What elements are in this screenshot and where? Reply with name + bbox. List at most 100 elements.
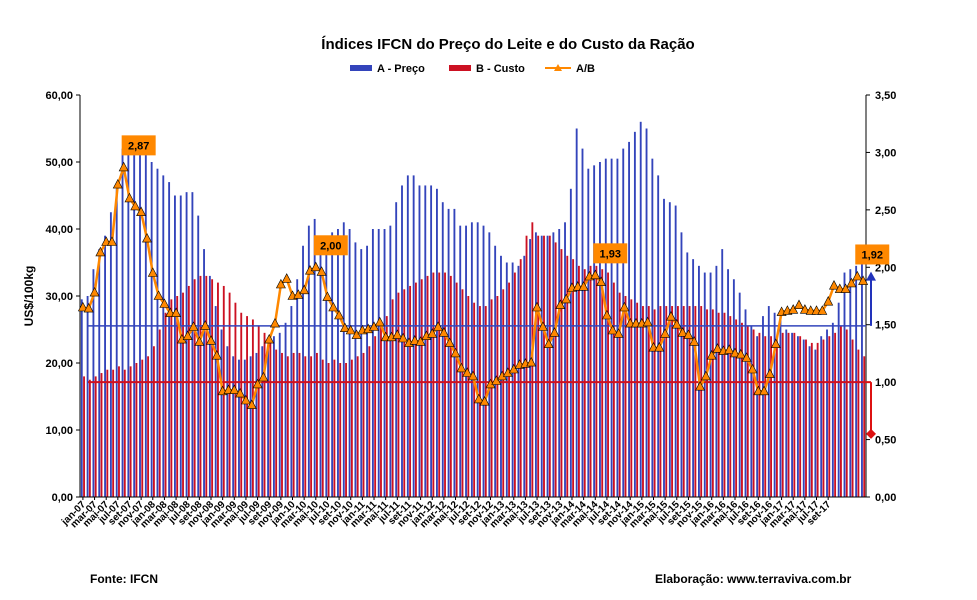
bar-price bbox=[232, 356, 235, 497]
bar-price bbox=[226, 346, 229, 497]
ratio-point bbox=[677, 327, 688, 337]
y-left-tick-label: 50,00 bbox=[45, 157, 73, 169]
y-right-tick-label: 1,00 bbox=[875, 377, 896, 389]
bar-cost bbox=[834, 332, 837, 497]
credit-note: Elaboração: www.terraviva.com.br bbox=[655, 572, 852, 586]
bar-price bbox=[593, 165, 596, 497]
ratio-point bbox=[700, 370, 711, 381]
bar-price bbox=[197, 215, 200, 497]
bar-cost bbox=[135, 363, 138, 497]
ratio-point bbox=[147, 267, 158, 277]
ratio-point bbox=[444, 337, 455, 347]
bar-cost bbox=[100, 373, 103, 497]
y-right-tick-label: 2,50 bbox=[875, 205, 896, 217]
bar-price bbox=[447, 208, 450, 497]
annotation-box bbox=[593, 243, 628, 264]
bar-price bbox=[604, 158, 607, 497]
bar-cost bbox=[781, 332, 784, 497]
ratio-point bbox=[89, 286, 100, 297]
ratio-point bbox=[596, 276, 607, 287]
bar-price bbox=[284, 322, 287, 497]
bar-cost bbox=[444, 272, 446, 497]
bar-cost bbox=[490, 299, 493, 497]
bar-price bbox=[756, 336, 759, 497]
ratio-point bbox=[398, 332, 409, 343]
bar-price bbox=[645, 128, 648, 497]
y-right-tick-label: 1,50 bbox=[875, 320, 896, 332]
y-left-tick-label: 10,00 bbox=[45, 425, 73, 437]
bar-price bbox=[779, 319, 782, 497]
ratio-point bbox=[840, 283, 851, 293]
ratio-point bbox=[77, 301, 88, 312]
bar-cost bbox=[426, 275, 429, 497]
bar-cost bbox=[717, 312, 720, 497]
bar-cost bbox=[211, 279, 214, 497]
annotation-label: 1,92 bbox=[862, 249, 883, 261]
ratio-point bbox=[759, 385, 770, 396]
bar-cost bbox=[816, 342, 819, 497]
bar-cost bbox=[770, 336, 772, 497]
ratio-point bbox=[270, 317, 280, 328]
bar-cost bbox=[409, 285, 412, 497]
bar-cost bbox=[327, 363, 330, 497]
bar-price bbox=[238, 359, 240, 497]
y-right-tick-label: 3,00 bbox=[875, 147, 896, 159]
bar-price bbox=[412, 175, 415, 497]
legend-swatch-0 bbox=[350, 65, 372, 71]
bar-cost bbox=[630, 299, 633, 497]
bar-price bbox=[406, 175, 409, 497]
cost-drop-marker bbox=[866, 428, 876, 439]
bar-cost bbox=[840, 326, 842, 497]
bar-price bbox=[220, 329, 223, 497]
bar-cost bbox=[647, 306, 650, 497]
bar-cost bbox=[682, 306, 685, 497]
ratio-point bbox=[112, 178, 123, 189]
bar-price bbox=[482, 225, 485, 497]
ratio-point bbox=[206, 335, 216, 345]
bar-cost bbox=[455, 282, 458, 497]
annotation-label: 2,00 bbox=[320, 240, 341, 252]
bar-price bbox=[383, 229, 386, 497]
bar-price bbox=[686, 252, 689, 497]
bar-cost bbox=[810, 342, 813, 497]
bar-price bbox=[104, 235, 106, 497]
bar-price bbox=[272, 336, 275, 497]
ratio-point bbox=[724, 344, 735, 354]
ratio-point bbox=[671, 319, 682, 329]
ratio-point bbox=[182, 330, 193, 341]
bar-price bbox=[121, 148, 124, 497]
ratio-point bbox=[526, 356, 537, 367]
bar-price bbox=[307, 225, 310, 497]
bar-cost bbox=[269, 339, 272, 497]
ratio-point bbox=[654, 342, 665, 352]
bar-price bbox=[773, 312, 776, 497]
bar-cost bbox=[560, 249, 563, 497]
bar-price bbox=[389, 225, 392, 497]
bar-cost bbox=[380, 326, 382, 497]
bar-price bbox=[255, 352, 258, 497]
bar-cost bbox=[112, 369, 115, 497]
bar-price bbox=[366, 245, 368, 497]
bar-cost bbox=[805, 339, 807, 497]
ratio-point bbox=[281, 273, 292, 283]
bar-price bbox=[657, 175, 660, 497]
ratio-point bbox=[275, 278, 286, 289]
legend-label-2: A/B bbox=[576, 63, 595, 75]
ratio-point bbox=[433, 321, 444, 331]
ratio-point bbox=[339, 322, 350, 333]
bar-cost bbox=[147, 356, 150, 497]
bar-price bbox=[337, 229, 339, 497]
ratio-point bbox=[351, 329, 362, 339]
ratio-point bbox=[537, 321, 548, 331]
bar-cost bbox=[228, 292, 231, 497]
bar-cost bbox=[438, 272, 441, 497]
bar-price bbox=[342, 222, 345, 498]
bar-price bbox=[581, 148, 584, 497]
ratio-point bbox=[310, 261, 321, 272]
legend-marker bbox=[554, 64, 562, 71]
bar-cost bbox=[234, 302, 237, 497]
ratio-point bbox=[788, 304, 799, 314]
bar-cost bbox=[764, 336, 767, 497]
ratio-point bbox=[695, 381, 706, 391]
bar-cost bbox=[653, 309, 656, 497]
